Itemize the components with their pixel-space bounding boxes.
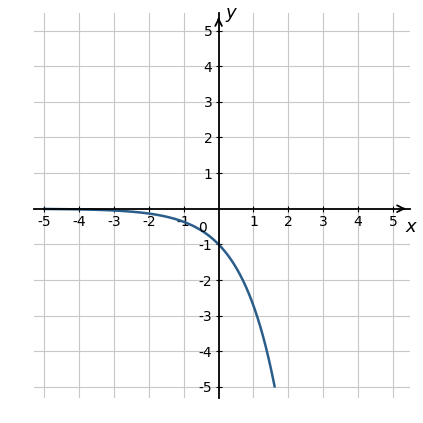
Text: x: x <box>405 217 416 236</box>
Text: 0: 0 <box>198 221 206 235</box>
Text: y: y <box>225 4 236 22</box>
